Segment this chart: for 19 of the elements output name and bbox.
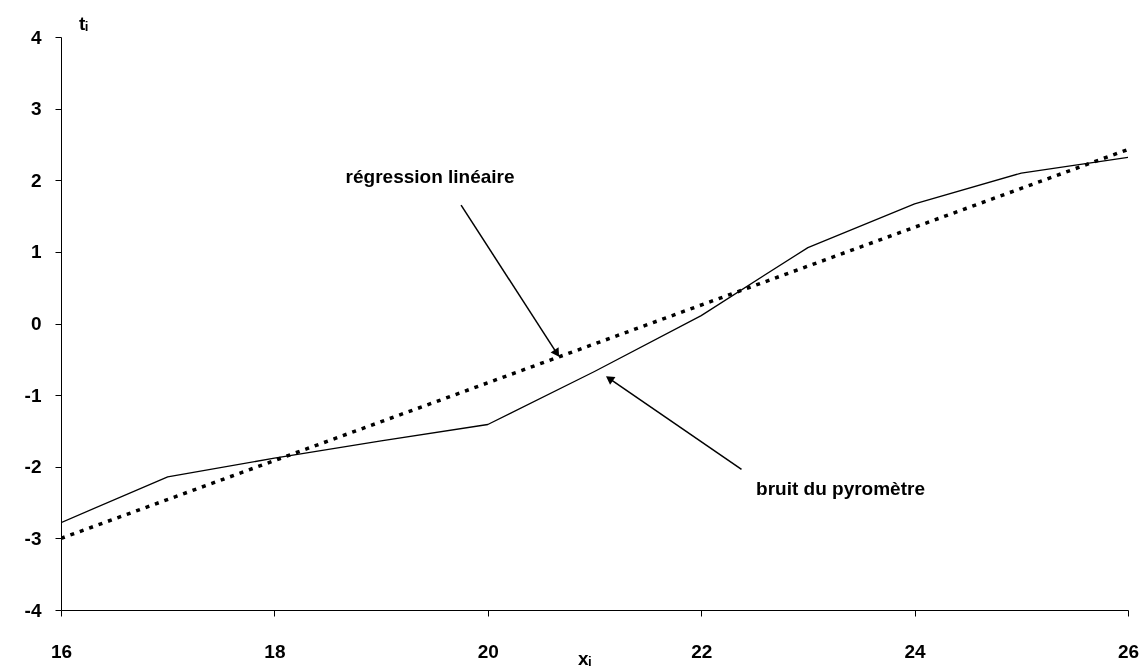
y-axis-title: tᵢ (78, 12, 89, 34)
y-tick-label: -2 (24, 456, 42, 478)
x-tick-label: 24 (904, 640, 927, 662)
y-tick-label: -1 (24, 384, 42, 406)
x-tick-label: 26 (1117, 640, 1140, 662)
y-tick-label: 2 (30, 169, 42, 191)
x-tick-label: 16 (50, 640, 73, 662)
y-tick-label: 4 (30, 26, 42, 48)
y-tick-label: 1 (30, 241, 42, 263)
y-tick-label: 0 (30, 313, 42, 334)
x-tick-label: 22 (691, 640, 713, 662)
x-axis-title: xᵢ (577, 647, 592, 668)
y-tick-label: -4 (24, 599, 42, 621)
y-tick-label: 3 (30, 98, 42, 120)
y-tick-label: -3 (24, 527, 42, 549)
x-tick-label: 18 (264, 640, 286, 662)
x-tick-label: 20 (477, 640, 499, 662)
annotation: bruit du pyromètre (756, 478, 925, 500)
annotation: régression linéaire (345, 166, 515, 188)
